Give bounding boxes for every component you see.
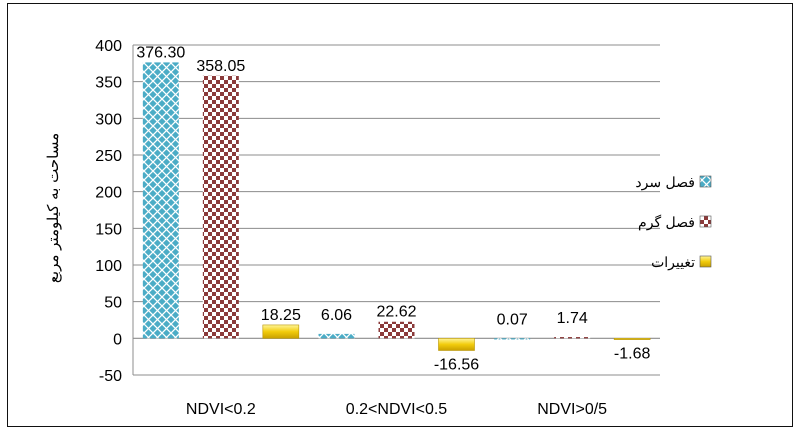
data-label: -16.56 bbox=[434, 356, 479, 373]
bar bbox=[202, 75, 239, 339]
chart-frame bbox=[7, 3, 793, 427]
y-tick-label: 50 bbox=[104, 295, 122, 312]
legend: فصل سرد فصل گرم تغییرات bbox=[635, 175, 712, 271]
bar bbox=[142, 62, 179, 339]
bar bbox=[378, 321, 415, 339]
y-axis-title: مساحت به کیلومتر مربع bbox=[44, 133, 62, 283]
data-labels: 376.30 358.05 18.25 6.06 22.62 -16.56 0.07 1.74… bbox=[136, 44, 650, 373]
y-axis: 400 350 300 250 200 150 100 50 0 -50 bbox=[95, 38, 660, 385]
y-tick-label: 200 bbox=[95, 185, 122, 202]
y-tick-label: 150 bbox=[95, 221, 122, 238]
legend-label: فصل سرد bbox=[635, 175, 695, 191]
bar bbox=[613, 338, 651, 340]
legend-label: فصل گرم bbox=[638, 214, 695, 231]
legend-swatch bbox=[699, 255, 712, 268]
y-tick-label: 400 bbox=[95, 38, 122, 55]
y-tick-label: 350 bbox=[95, 75, 122, 92]
y-tick-label: 100 bbox=[95, 258, 122, 275]
legend-swatch bbox=[699, 215, 712, 228]
data-label: 18.25 bbox=[261, 307, 301, 324]
y-tick-label: 250 bbox=[95, 148, 122, 165]
data-label: 22.62 bbox=[376, 304, 416, 321]
data-label: 6.06 bbox=[321, 307, 352, 324]
x-category-label: 0.2<NDVI<0.5 bbox=[346, 401, 448, 418]
y-tick-label: 300 bbox=[95, 111, 122, 128]
bar bbox=[554, 337, 591, 339]
bar bbox=[438, 338, 475, 351]
data-label: 358.05 bbox=[196, 58, 245, 75]
bars bbox=[142, 62, 651, 351]
data-label: 1.74 bbox=[557, 310, 588, 327]
bar bbox=[318, 333, 355, 339]
data-label: 0.07 bbox=[497, 311, 528, 328]
x-axis-labels: NDVI<0.2 0.2<NDVI<0.5 NDVI>0/5 bbox=[186, 401, 607, 418]
bar bbox=[262, 324, 300, 339]
x-category-label: NDVI<0.2 bbox=[186, 401, 256, 418]
data-label: 376.30 bbox=[136, 44, 185, 61]
bar bbox=[494, 338, 531, 340]
y-tick-label: 0 bbox=[113, 331, 122, 348]
legend-label: تغییرات bbox=[651, 255, 695, 271]
y-tick-label: -50 bbox=[99, 368, 122, 385]
data-label: -1.68 bbox=[614, 346, 651, 363]
x-category-label: NDVI>0/5 bbox=[537, 401, 607, 418]
legend-swatch bbox=[699, 175, 712, 188]
